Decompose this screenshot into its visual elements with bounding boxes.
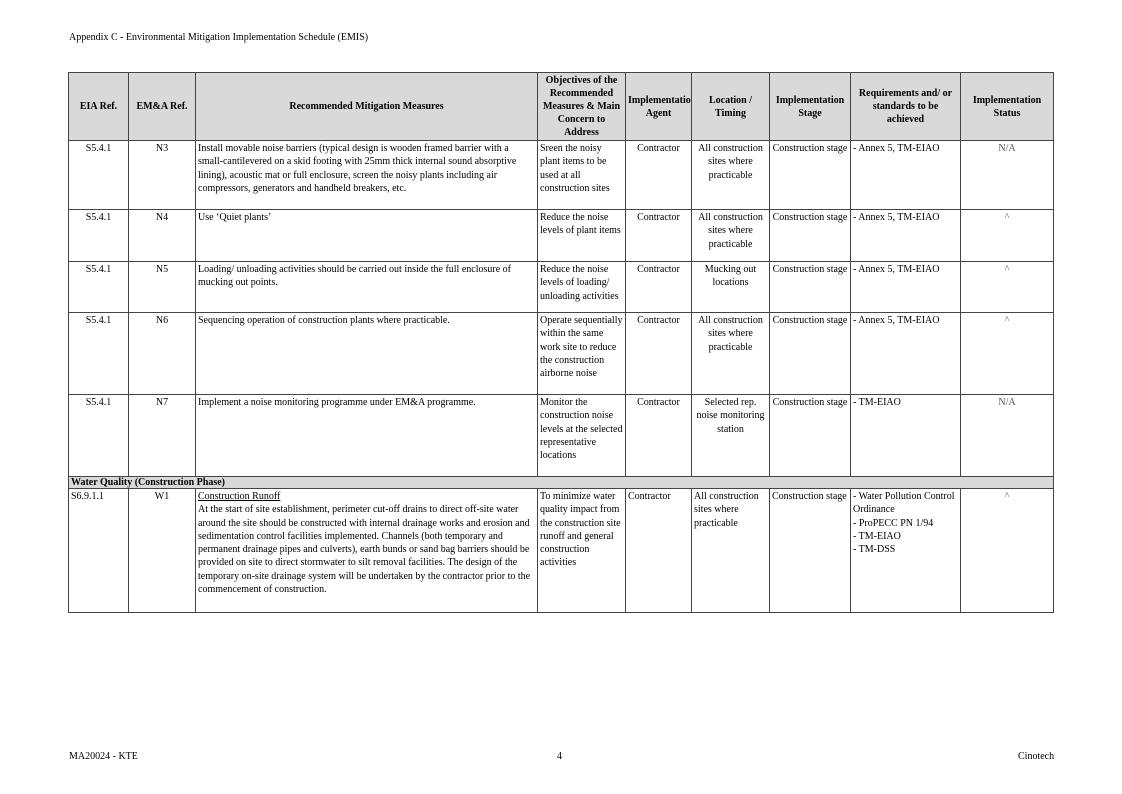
objective: To minimize water quality impact from th… <box>537 488 626 613</box>
eia-ref: S5.4.1 <box>68 140 129 210</box>
requirements: - Annex 5, TM-EIAO <box>850 140 961 210</box>
table-row: S5.4.1 N7 Implement a noise monitoring pro… <box>68 394 1054 477</box>
eia-ref: S5.4.1 <box>68 312 129 395</box>
objective: Monitor the construction noise levels at… <box>537 394 626 477</box>
measure: Use ‘Quiet plants’ <box>195 209 538 262</box>
requirements: - Annex 5, TM-EIAO <box>850 209 961 262</box>
agent: Contractor <box>625 209 692 262</box>
footer-doc-ref: MA20024 - KTE <box>69 751 138 762</box>
stage: Construction stage <box>769 394 851 477</box>
ema-ref: N5 <box>128 261 196 313</box>
emis-table: EIA Ref. EM&A Ref. Recommended Mitigatio… <box>68 72 1054 613</box>
table-row: S5.4.1 N3 Install movable noise barriers (… <box>68 140 1054 210</box>
requirement: - Water Pollution Control Ordinance <box>853 491 955 516</box>
requirements: - TM-EIAO <box>850 394 961 477</box>
eia-ref: S6.9.1.1 <box>68 488 129 613</box>
status: ^ <box>960 488 1054 613</box>
measure-title: Construction Runoff <box>198 491 281 502</box>
table-row: S5.4.1 N4 Use ‘Quiet plants’ Reduce the noi… <box>68 209 1054 262</box>
col-status: Implementation Status <box>960 72 1054 141</box>
requirements: - Annex 5, TM-EIAO <box>850 261 961 313</box>
table-header-row: EIA Ref. EM&A Ref. Recommended Mitigatio… <box>68 72 1054 141</box>
ema-ref: N6 <box>128 312 196 395</box>
measure: Sequencing operation of construction pla… <box>195 312 538 395</box>
ema-ref: N3 <box>128 140 196 210</box>
requirement: - TM-DSS <box>853 544 896 556</box>
table-row: S5.4.1 N5 Loading/ unloading activities sh… <box>68 261 1054 313</box>
ema-ref: N4 <box>128 209 196 262</box>
section-row: Water Quality (Construction Phase) <box>68 476 1054 489</box>
agent: Contractor <box>625 394 692 477</box>
requirement: - TM-EIAO <box>853 530 901 542</box>
col-measures: Recommended Mitigation Measures <box>195 72 538 141</box>
agent: Contractor <box>625 312 692 395</box>
stage: Construction stage <box>769 312 851 395</box>
col-requirements: Requirements and/ or standards to be ach… <box>850 72 961 141</box>
location: All construction sites where practicable <box>691 488 770 613</box>
stage: Construction stage <box>769 140 851 210</box>
measure: Construction Runoff At the start of site … <box>195 488 538 613</box>
location: All construction sites where practicable <box>691 140 770 210</box>
objective: Sreen the noisy plant items to be used a… <box>537 140 626 210</box>
agent: Contractor <box>625 140 692 210</box>
status: ^ <box>960 261 1054 313</box>
footer-company: Cinotech <box>1018 751 1055 762</box>
location: All construction sites where practicable <box>691 312 770 395</box>
location: All construction sites where practicable <box>691 209 770 262</box>
col-location: Location / Timing <box>691 72 770 141</box>
stage: Construction stage <box>769 209 851 262</box>
ema-ref: W1 <box>128 488 196 613</box>
ema-ref: N7 <box>128 394 196 477</box>
status: N/A <box>960 140 1054 210</box>
table-row: S5.4.1 N6 Sequencing operation of construc… <box>68 312 1054 395</box>
agent: Contractor <box>625 488 692 613</box>
col-ema-ref: EM&A Ref. <box>128 72 196 141</box>
stage: Construction stage <box>769 261 851 313</box>
col-stage: Implementation Stage <box>769 72 851 141</box>
stage: Construction stage <box>769 488 851 613</box>
eia-ref: S5.4.1 <box>68 261 129 313</box>
location: Selected rep. noise monitoring station <box>691 394 770 477</box>
page-header: Appendix C - Environmental Mitigation Im… <box>69 32 369 43</box>
table-row: S6.9.1.1 W1 Construction Runoff At the st… <box>68 488 1054 613</box>
requirements: - Water Pollution Control Ordinance - Pr… <box>850 488 961 613</box>
eia-ref: S5.4.1 <box>68 394 129 477</box>
status: ^ <box>960 312 1054 395</box>
measure: Implement a noise monitoring programme u… <box>195 394 538 477</box>
page-number: 4 <box>557 751 562 762</box>
col-eia-ref: EIA Ref. <box>68 72 129 141</box>
objective: Reduce the noise levels of plant items <box>537 209 626 262</box>
objective: Operate sequentially within the same wor… <box>537 312 626 395</box>
section-title: Water Quality (Construction Phase) <box>68 476 1054 489</box>
eia-ref: S5.4.1 <box>68 209 129 262</box>
location: Mucking out locations <box>691 261 770 313</box>
measure: Loading/ unloading activities should be … <box>195 261 538 313</box>
measure: Install movable noise barriers (typical … <box>195 140 538 210</box>
requirement: - ProPECC PN 1/94 <box>853 517 934 529</box>
status: ^ <box>960 209 1054 262</box>
objective: Reduce the noise levels of loading/ unlo… <box>537 261 626 313</box>
agent: Contractor <box>625 261 692 313</box>
requirements: - Annex 5, TM-EIAO <box>850 312 961 395</box>
status: N/A <box>960 394 1054 477</box>
measure-text: At the start of site establishment, peri… <box>198 504 531 596</box>
col-agent: Implementation Agent <box>625 72 692 141</box>
col-objectives: Objectives of the Recommended Measures &… <box>537 72 626 141</box>
